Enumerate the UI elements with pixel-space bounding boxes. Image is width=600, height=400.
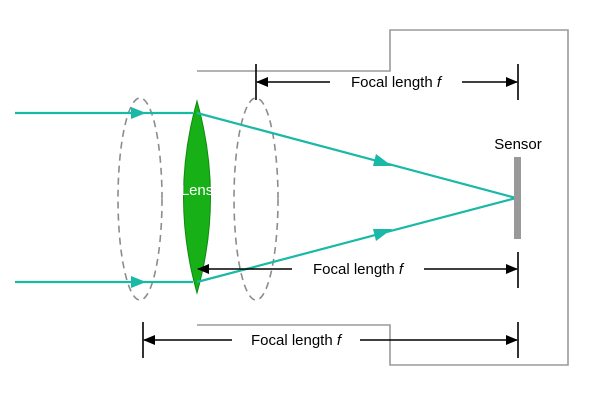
lens-shape (183, 99, 211, 295)
focal-length-label-middle: Focal length f (313, 261, 405, 278)
focal-length-label-top: Focal length f (351, 74, 443, 91)
converging-ray-bottom (196, 196, 517, 284)
ghost-lens-left (117, 97, 163, 301)
focal-length-label-bottom: Focal length f (251, 332, 343, 349)
ray-arrow-bottom-incoming (131, 276, 146, 288)
camera-body-outline (197, 29, 569, 366)
sensor-label: Sensor (494, 136, 542, 153)
ray-arrow-top-converging (373, 154, 392, 166)
ghost-lens-right (233, 97, 279, 301)
ray-arrow-bottom-converging (373, 229, 392, 241)
ray-arrow-top-incoming (131, 107, 146, 119)
sensor-bar (514, 157, 521, 239)
lens-label: Lens (181, 182, 214, 199)
converging-ray-top (196, 111, 517, 200)
